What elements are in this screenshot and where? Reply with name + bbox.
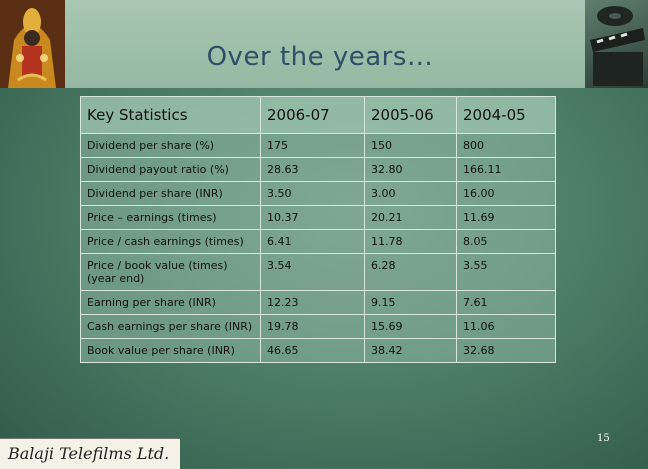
table-cell: 3.00 xyxy=(364,181,457,206)
title-band xyxy=(65,0,585,88)
table-cell: 10.37 xyxy=(260,205,365,230)
deity-image xyxy=(0,0,65,88)
table-cell: 9.15 xyxy=(364,290,457,315)
row-label: Book value per share (INR) xyxy=(80,338,261,363)
table-cell: 28.63 xyxy=(260,157,365,182)
row-label: Cash earnings per share (INR) xyxy=(80,314,261,339)
table-cell: 11.78 xyxy=(364,229,457,254)
row-label: Earning per share (INR) xyxy=(80,290,261,315)
table-cell: 32.80 xyxy=(364,157,457,182)
table-row: Price / cash earnings (times) 6.41 11.78 8.… xyxy=(80,229,556,254)
table-row: Dividend payout ratio (%) 28.63 32.80 166.1… xyxy=(80,157,556,182)
table-cell: 11.69 xyxy=(456,205,556,230)
key-statistics-table: Key Statistics 2006-07 2005-06 2004-05 Divi… xyxy=(80,96,556,363)
table-cell: 800 xyxy=(456,133,556,158)
table-row: Price / book value (times) (year end) 3.5… xyxy=(80,253,556,291)
table-cell: 3.50 xyxy=(260,181,365,206)
table-cell: 3.54 xyxy=(260,253,365,291)
table-row: Earning per share (INR) 12.23 9.15 7.61 xyxy=(80,290,556,315)
table-cell: 175 xyxy=(260,133,365,158)
table-row: Dividend per share (%) 175 150 800 xyxy=(80,133,556,158)
company-logo: Balaji Telefilms Ltd. xyxy=(0,438,180,469)
table-cell: 19.78 xyxy=(260,314,365,339)
table-cell: 32.68 xyxy=(456,338,556,363)
column-header: 2005-06 xyxy=(364,96,457,134)
table-cell: 20.21 xyxy=(364,205,457,230)
table-header-row: Key Statistics 2006-07 2005-06 2004-05 xyxy=(80,96,556,134)
table-cell: 7.61 xyxy=(456,290,556,315)
table-cell: 6.28 xyxy=(364,253,457,291)
table-cell: 150 xyxy=(364,133,457,158)
row-label: Dividend per share (INR) xyxy=(80,181,261,206)
table-cell: 11.06 xyxy=(456,314,556,339)
table-row: Price – earnings (times) 10.37 20.21 11.69 xyxy=(80,205,556,230)
table-row: Cash earnings per share (INR) 19.78 15.69 1… xyxy=(80,314,556,339)
table-cell: 6.41 xyxy=(260,229,365,254)
row-label: Dividend per share (%) xyxy=(80,133,261,158)
column-header: 2004-05 xyxy=(456,96,556,134)
table-cell: 15.69 xyxy=(364,314,457,339)
table-cell: 8.05 xyxy=(456,229,556,254)
column-header: Key Statistics xyxy=(80,96,261,134)
column-header: 2006-07 xyxy=(260,96,365,134)
row-label: Dividend payout ratio (%) xyxy=(80,157,261,182)
table-cell: 166.11 xyxy=(456,157,556,182)
row-label: Price – earnings (times) xyxy=(80,205,261,230)
table-row: Dividend per share (INR) 3.50 3.00 16.00 xyxy=(80,181,556,206)
table-cell: 12.23 xyxy=(260,290,365,315)
page-number: 15 xyxy=(597,433,610,444)
table-row: Book value per share (INR) 46.65 38.42 32.6… xyxy=(80,338,556,363)
row-label: Price / cash earnings (times) xyxy=(80,229,261,254)
table-cell: 38.42 xyxy=(364,338,457,363)
page-title: Over the years… xyxy=(206,42,434,72)
table-cell: 46.65 xyxy=(260,338,365,363)
table-cell: 16.00 xyxy=(456,181,556,206)
row-label: Price / book value (times) (year end) xyxy=(80,253,261,291)
logo-text: Balaji Telefilms Ltd. xyxy=(8,444,170,463)
table-cell: 3.55 xyxy=(456,253,556,291)
film-clapper-image xyxy=(585,0,648,88)
